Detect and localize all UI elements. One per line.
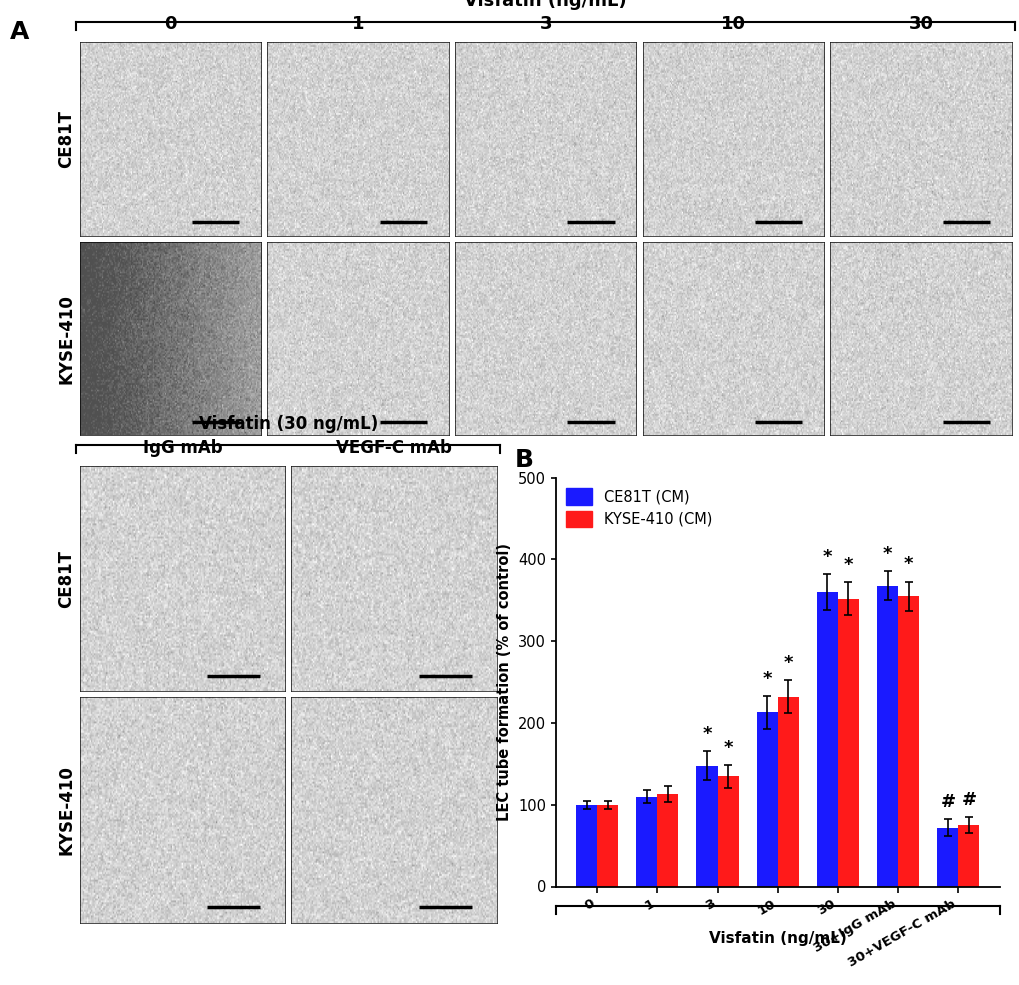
Text: *: * (722, 739, 732, 756)
Bar (816, 592, 838, 886)
Text: IgG mAb: IgG mAb (143, 439, 222, 457)
Text: *: * (903, 556, 913, 573)
Bar (898, 596, 918, 886)
Text: *: * (762, 670, 771, 688)
Text: #: # (960, 791, 975, 809)
Bar (838, 599, 858, 886)
Bar (777, 696, 798, 886)
Text: *: * (882, 545, 892, 562)
Text: KYSE-410: KYSE-410 (57, 765, 75, 855)
Text: Visfatin (ng/mL): Visfatin (ng/mL) (464, 0, 627, 10)
Text: 10: 10 (720, 16, 745, 33)
Text: 0: 0 (164, 16, 176, 33)
Bar (936, 827, 958, 886)
Bar (756, 712, 777, 886)
Bar (636, 797, 656, 886)
Text: CE81T: CE81T (57, 110, 75, 168)
Text: KYSE-410: KYSE-410 (57, 294, 75, 383)
Text: 1: 1 (352, 16, 364, 33)
Text: B: B (515, 448, 534, 472)
Text: *: * (783, 654, 792, 673)
Bar (596, 805, 618, 887)
Bar (656, 794, 678, 886)
Text: *: * (701, 725, 711, 743)
Bar (576, 805, 596, 887)
Text: #: # (940, 793, 955, 812)
Bar (696, 765, 716, 886)
Text: *: * (822, 548, 832, 566)
Text: CE81T: CE81T (57, 550, 75, 608)
Text: *: * (843, 557, 853, 574)
Legend: CE81T (CM), KYSE-410 (CM): CE81T (CM), KYSE-410 (CM) (562, 485, 714, 530)
Bar (716, 776, 738, 886)
Text: 3: 3 (539, 16, 551, 33)
Text: Visfatin (ng/mL): Visfatin (ng/mL) (708, 931, 846, 946)
Text: 30: 30 (908, 16, 932, 33)
Bar (958, 825, 978, 886)
Text: VEGF-C mAb: VEGF-C mAb (335, 439, 451, 457)
Text: A: A (10, 20, 30, 43)
Text: Visfatin (30 ng/mL): Visfatin (30 ng/mL) (199, 416, 377, 433)
Bar (876, 586, 898, 886)
Y-axis label: LEC tube formation (% of control): LEC tube formation (% of control) (497, 543, 512, 821)
